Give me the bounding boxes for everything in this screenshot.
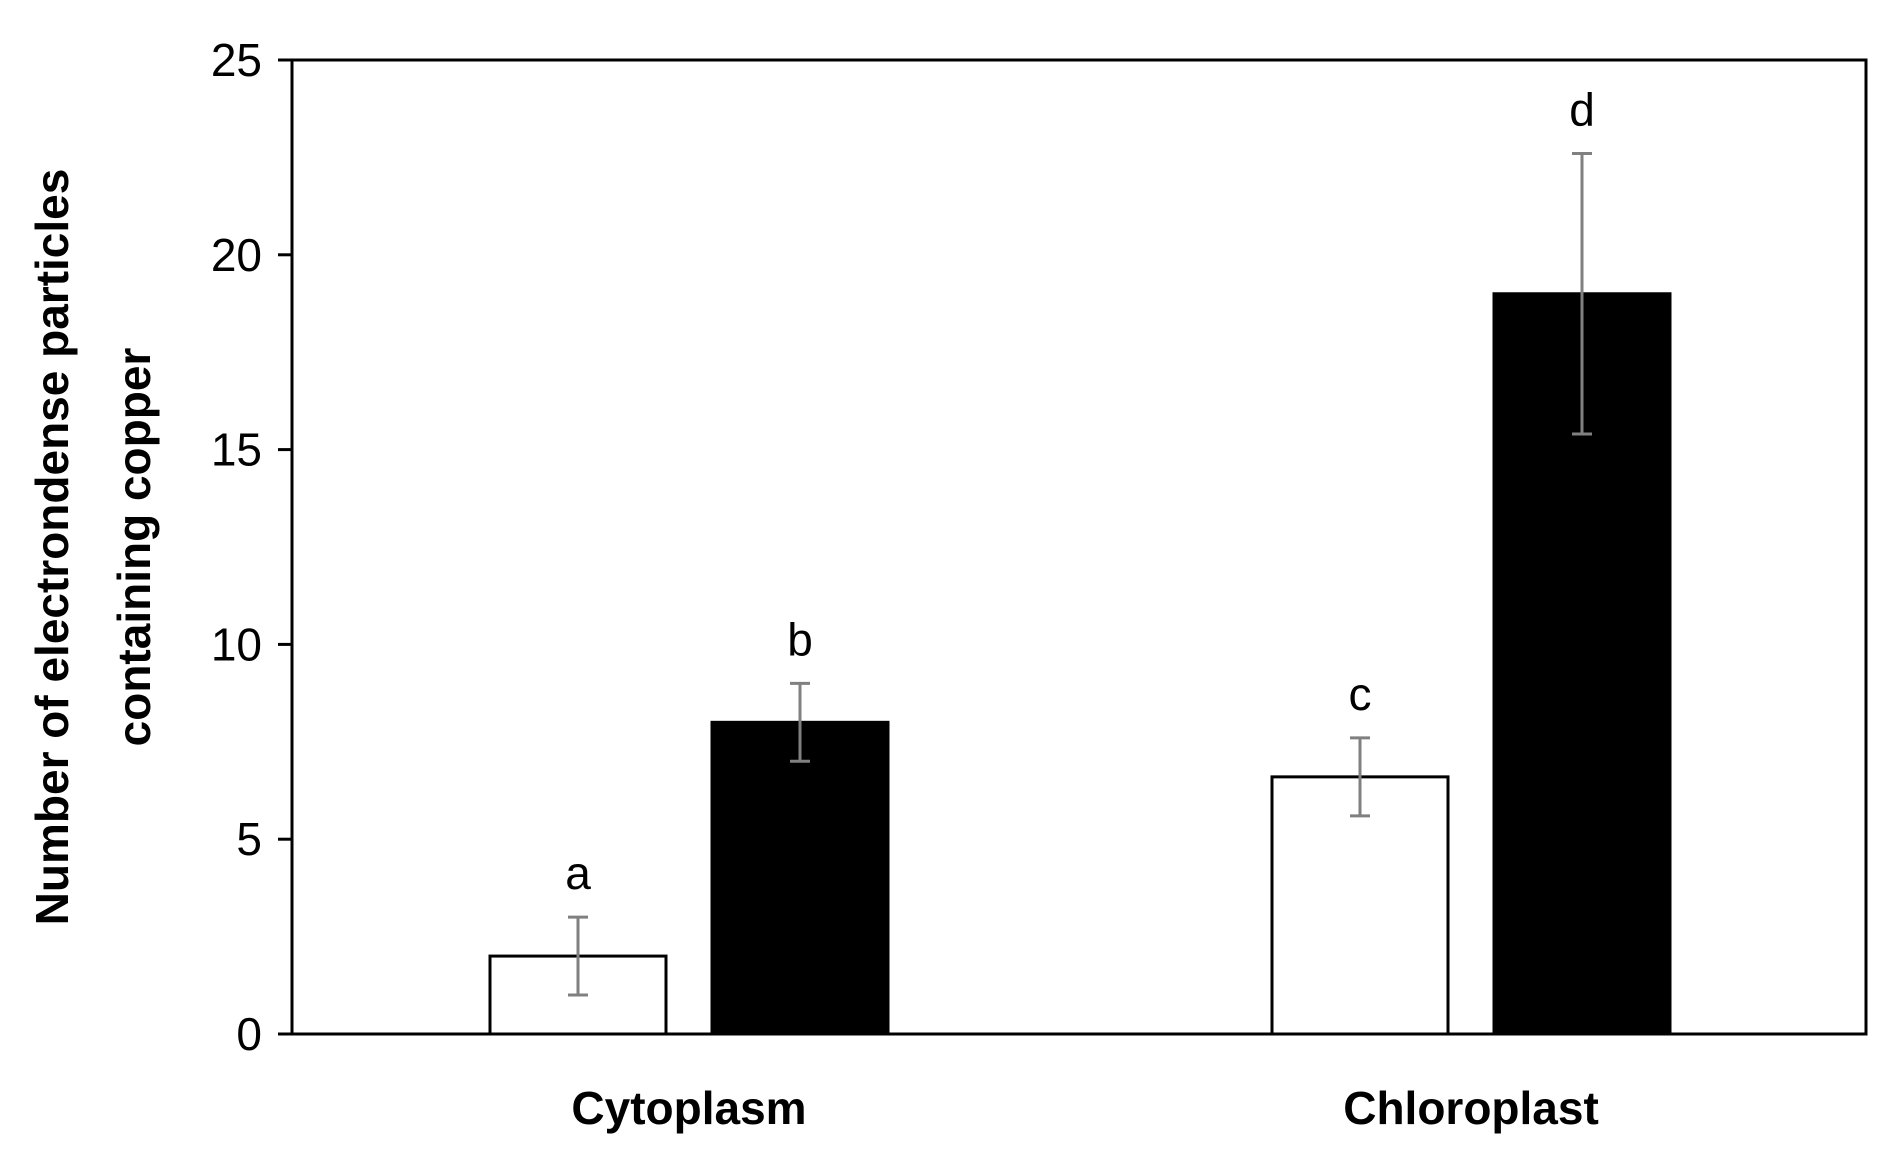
y-tick-label: 10 <box>211 618 262 670</box>
significance-letter: a <box>565 847 591 899</box>
x-category-label: Chloroplast <box>1343 1082 1599 1134</box>
significance-letter: b <box>787 613 813 665</box>
x-category-label: Cytoplasm <box>571 1082 806 1134</box>
y-axis-label-line-2: containing copper <box>108 348 160 747</box>
bar-chloroplast-1 <box>1270 775 1450 1036</box>
y-tick-label: 25 <box>211 34 262 86</box>
error-bar <box>1572 152 1592 436</box>
plot-frame <box>290 58 1868 1036</box>
significance-letter: c <box>1349 668 1372 720</box>
bars <box>488 292 1672 1036</box>
y-tick-label: 0 <box>236 1008 262 1060</box>
y-tick-label: 15 <box>211 424 262 476</box>
y-tick-label: 20 <box>211 229 262 281</box>
y-axis-label-line-1: Number of electrondense particles <box>26 169 78 926</box>
significance-letter: d <box>1569 84 1595 136</box>
bar-cytoplasm-2 <box>710 720 890 1036</box>
significance-letters: a c b d <box>565 84 1595 900</box>
y-axis-ticks: 0 5 10 15 20 25 <box>211 34 292 1060</box>
y-tick-label: 5 <box>236 813 262 865</box>
error-bar <box>1350 736 1370 818</box>
error-bars <box>568 152 1592 997</box>
x-axis-labels: Cytoplasm Chloroplast <box>571 1082 1598 1134</box>
error-bar <box>790 681 810 763</box>
error-bar <box>568 915 588 997</box>
